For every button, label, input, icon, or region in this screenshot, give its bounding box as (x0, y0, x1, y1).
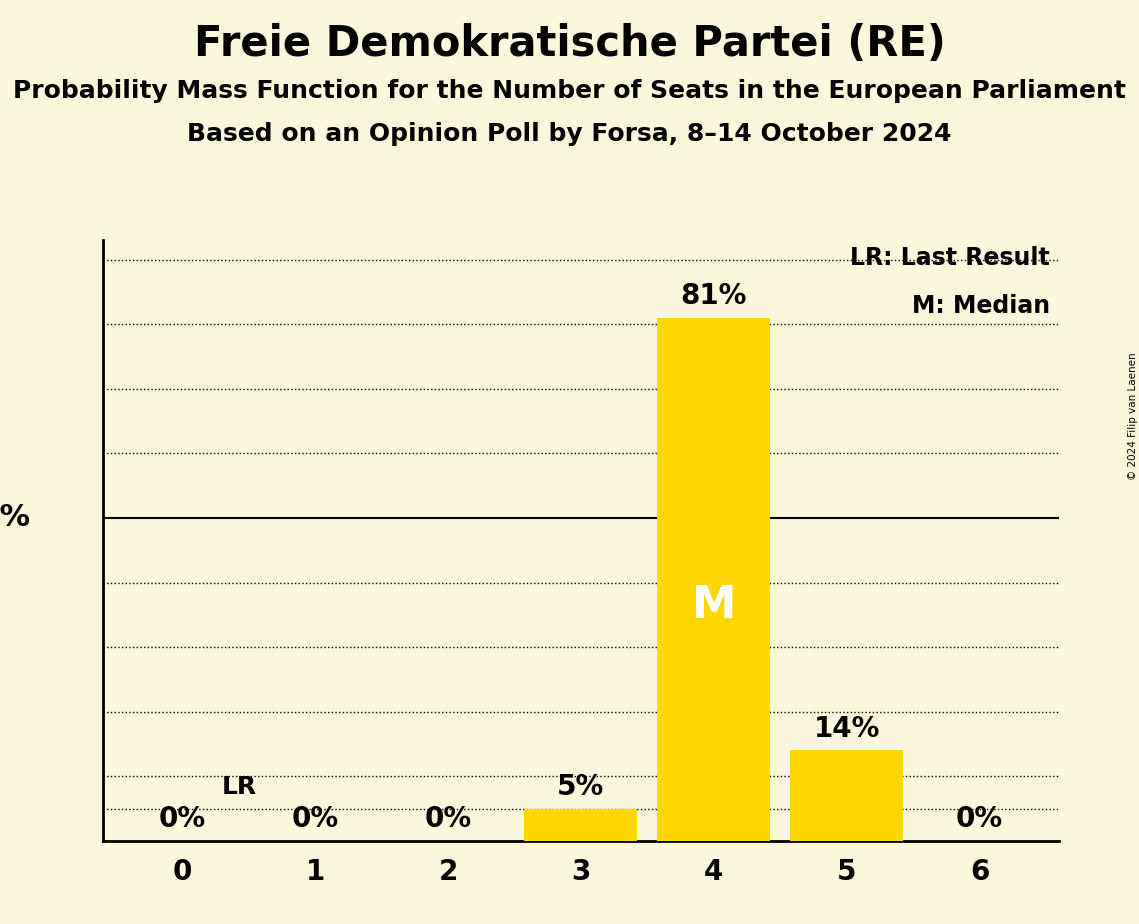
Text: 50%: 50% (0, 504, 31, 532)
Text: LR: LR (222, 775, 257, 799)
Text: 0%: 0% (956, 805, 1003, 833)
Text: Freie Demokratische Partei (RE): Freie Demokratische Partei (RE) (194, 23, 945, 65)
Text: 0%: 0% (292, 805, 338, 833)
Bar (657, 318, 770, 841)
Text: LR: Last Result: LR: Last Result (850, 246, 1050, 270)
Text: 14%: 14% (813, 714, 879, 743)
Text: M: M (691, 584, 736, 627)
Text: Based on an Opinion Poll by Forsa, 8–14 October 2024: Based on an Opinion Poll by Forsa, 8–14 … (187, 122, 952, 146)
Bar (524, 808, 638, 841)
Text: 81%: 81% (681, 282, 747, 310)
Text: 0%: 0% (425, 805, 472, 833)
Text: 0%: 0% (158, 805, 206, 833)
Text: © 2024 Filip van Laenen: © 2024 Filip van Laenen (1129, 352, 1138, 480)
Text: Probability Mass Function for the Number of Seats in the European Parliament: Probability Mass Function for the Number… (13, 79, 1126, 103)
Text: M: Median: M: Median (911, 294, 1050, 318)
Text: 5%: 5% (557, 772, 605, 801)
Bar (790, 750, 903, 841)
